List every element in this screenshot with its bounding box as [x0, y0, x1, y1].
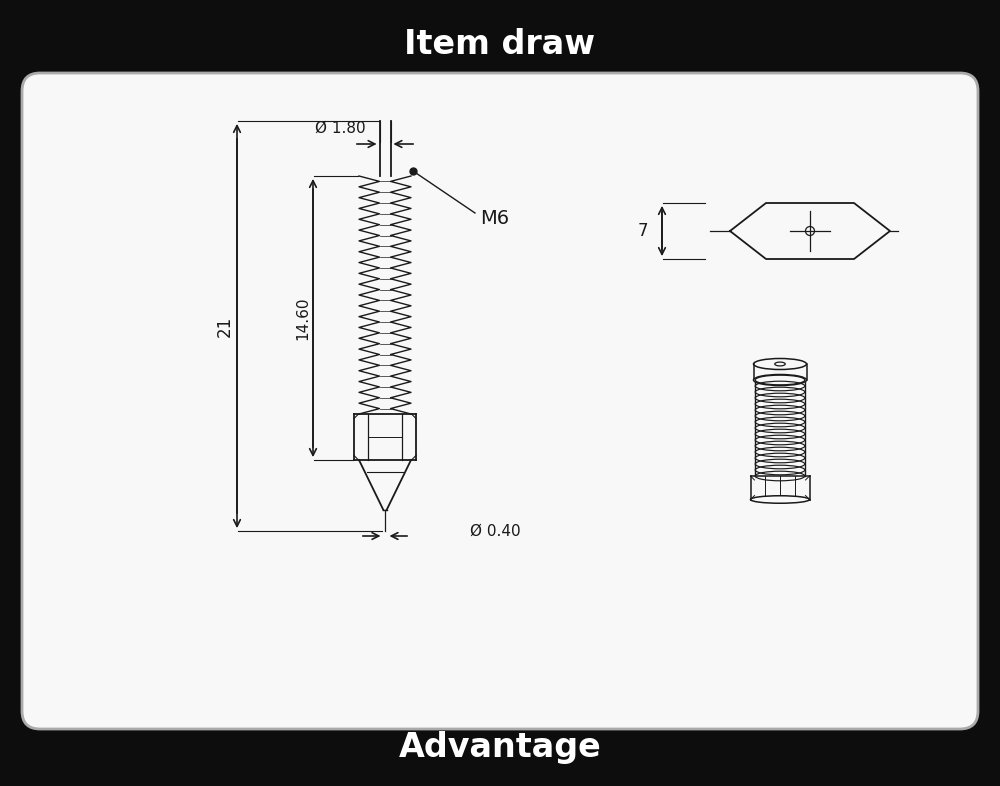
FancyBboxPatch shape — [22, 73, 978, 729]
Ellipse shape — [750, 496, 810, 503]
Text: 21: 21 — [216, 315, 234, 336]
Text: Item draw: Item draw — [404, 28, 596, 61]
Text: 14.60: 14.60 — [296, 296, 310, 340]
Ellipse shape — [775, 362, 785, 366]
Ellipse shape — [754, 374, 806, 385]
Ellipse shape — [754, 358, 806, 369]
Text: Advantage: Advantage — [399, 732, 601, 765]
Text: Ø 0.40: Ø 0.40 — [470, 523, 521, 538]
Text: 7: 7 — [638, 222, 648, 240]
Text: Ø 1.80: Ø 1.80 — [315, 121, 365, 136]
Text: M6: M6 — [480, 208, 509, 227]
